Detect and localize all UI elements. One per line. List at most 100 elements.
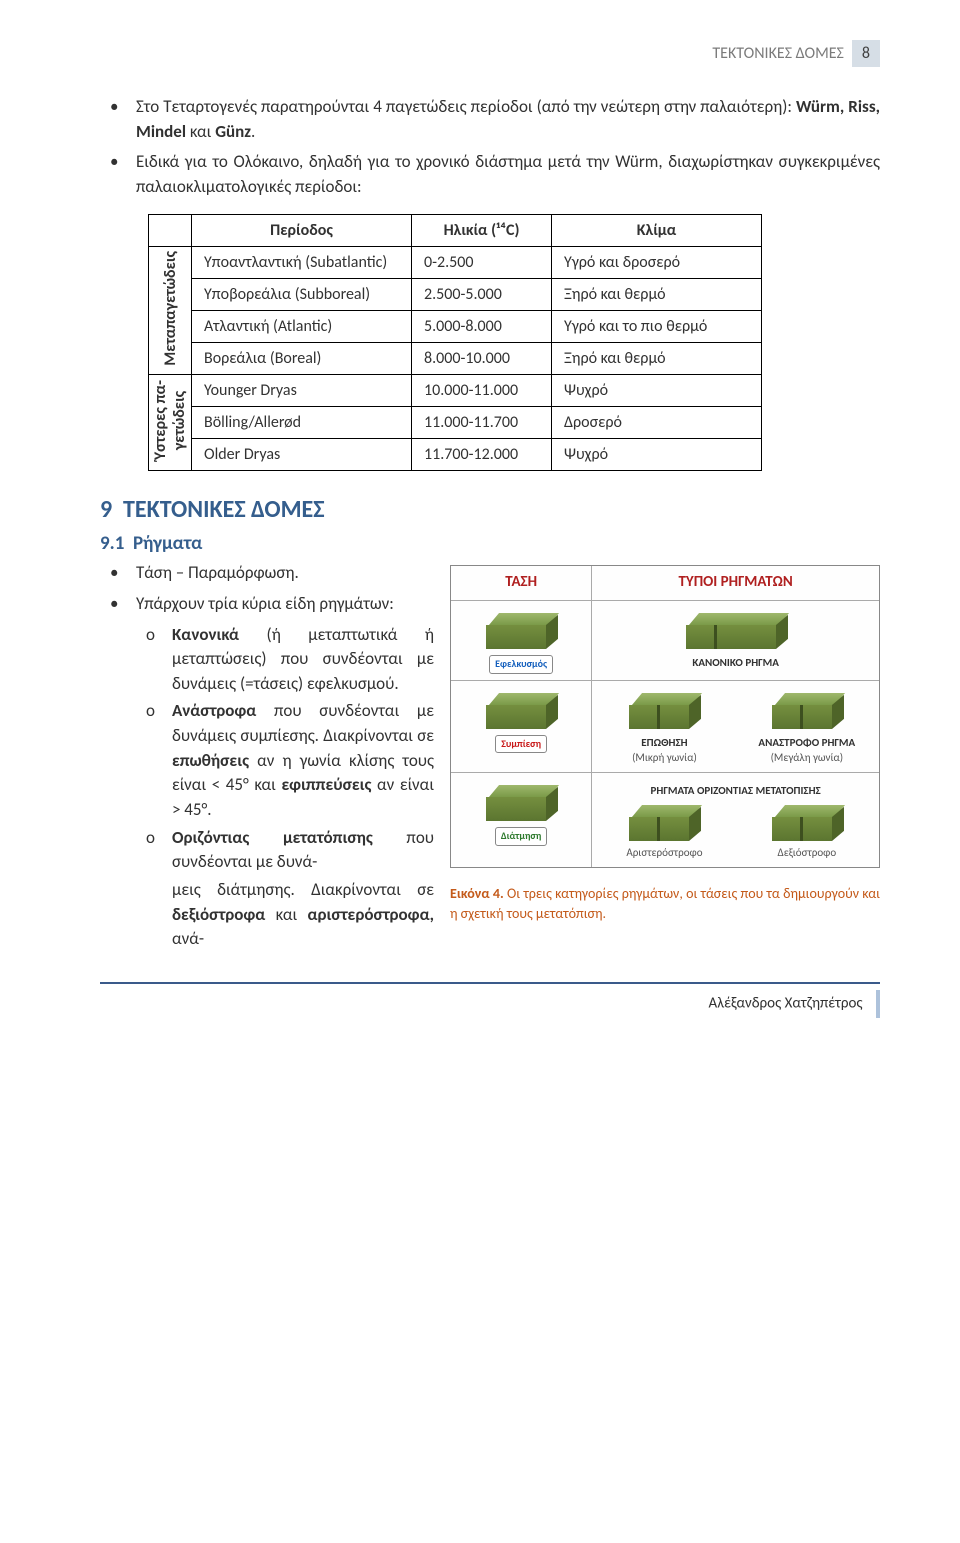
- figure-r1-result: ΚΑΝΟΝΙΚΟ ΡΗΓΜΑ: [592, 601, 879, 680]
- caption-rest: Οι τρεις κατηγορίες ρηγμάτων, οι τάσεις …: [450, 885, 880, 922]
- intro-list: • Στο Τεταρτογενές παρατηρούνται 4 παγετ…: [110, 95, 880, 200]
- sec91-bullet-2: • Υπάρχουν τρία κύρια είδη ρηγμάτων:: [110, 592, 434, 617]
- sec91-title: Ρήγματα: [133, 532, 202, 555]
- o3c-b1: δεξιόστροφα: [172, 904, 265, 925]
- figure-r3-stress: Διάτμηση: [451, 773, 592, 867]
- table-header-row: Περίοδος Ηλικία (¹⁴C) Κλίμα: [149, 214, 762, 246]
- sub-big-angle: (Μεγάλη γωνία): [739, 750, 875, 766]
- o2-bold3: εφιππεύσεις: [281, 774, 371, 795]
- label-strike-slip: ΡΗΓΜΑΤΑ ΟΡΙΖΟΝΤΙΑΣ ΜΕΤΑΤΟΠΙΣΗΣ: [596, 783, 875, 799]
- section-91-body: ΤΑΣΗ ΤΥΠΟΙ ΡΗΓΜΑΤΩΝ Εφελκυσμός ΚΑΝΟΝΙΚΟ …: [100, 561, 880, 952]
- table-row: Μεταπαγετώδεις Υποαντλαντική (Subatlanti…: [149, 246, 762, 278]
- cell-period: Υποαντλαντική (Subatlantic): [192, 246, 412, 278]
- sub-small-angle: (Μικρή γωνία): [596, 750, 732, 766]
- cell-climate: Υγρό και δροσερό: [552, 246, 762, 278]
- figure-r2-result: ΕΠΩΘΗΣΗ (Μικρή γωνία) ΑΝΑΣΤΡΟΦΟ ΡΗΓΜΑ (Μ…: [592, 681, 879, 773]
- header-page-number: 8: [852, 40, 880, 67]
- sec91-b1: Τάση – Παραμόρφωση.: [136, 561, 434, 586]
- page-header: ΤΕΚΤΟΝΙΚΕΣ ΔΟΜΕΣ 8: [100, 40, 880, 67]
- tag-tension: Εφελκυσμός: [489, 655, 553, 674]
- cell-climate: Ψυχρό: [552, 375, 762, 407]
- intro-b1-mid: και: [186, 121, 215, 142]
- figure-hdr-right: ΤΥΠΟΙ ΡΗΓΜΑΤΩΝ: [592, 566, 879, 600]
- footer-author: Αλέξανδρος Χατζηπέτρος: [709, 994, 863, 1012]
- section-91-heading: 9.1 Ρήγματα: [100, 532, 880, 555]
- o3-bold: Οριζόντιας μετατόπισης: [172, 827, 373, 848]
- th-period: Περίοδος: [192, 214, 412, 246]
- figure-row-1: Εφελκυσμός ΚΑΝΟΝΙΚΟ ΡΗΓΜΑ: [451, 601, 879, 681]
- table-row: Ατλαντική (Atlantic) 5.000-8.000 Υγρό κα…: [149, 310, 762, 342]
- intro-b1-bold2: Günz: [215, 121, 251, 142]
- sec91-o3: o Οριζόντιας μετατόπισης που συνδέονται …: [146, 826, 434, 875]
- intro-bullet-2: • Ειδικά για το Ολόκαινο, δηλαδή για το …: [110, 150, 880, 199]
- footer-bar-icon: [876, 990, 880, 1018]
- figure-header: ΤΑΣΗ ΤΥΠΟΙ ΡΗΓΜΑΤΩΝ: [451, 566, 879, 601]
- cell-age: 10.000-11.000: [412, 375, 552, 407]
- figure-caption: Εικόνα 4. Οι τρεις κατηγορίες ρηγμάτων, …: [450, 884, 880, 925]
- block-icon: [772, 693, 842, 731]
- figure-hdr-left: ΤΑΣΗ: [451, 566, 592, 600]
- climate-table: Περίοδος Ηλικία (¹⁴C) Κλίμα Μεταπαγετώδε…: [148, 214, 762, 472]
- tag-compression: Συμπίεση: [495, 735, 547, 754]
- cell-age: 8.000-10.000: [412, 343, 552, 375]
- cell-period: Older Dryas: [192, 439, 412, 471]
- figure-r3-result: ΡΗΓΜΑΤΑ ΟΡΙΖΟΝΤΙΑΣ ΜΕΤΑΤΟΠΙΣΗΣ Αριστερόσ…: [592, 773, 879, 867]
- figure-r1-stress: Εφελκυσμός: [451, 601, 592, 680]
- cell-period: Ατλαντική (Atlantic): [192, 310, 412, 342]
- label-normal-fault: ΚΑΝΟΝΙΚΟ ΡΗΓΜΑ: [596, 655, 875, 671]
- sec91-o1: o Κανονικά (ή μεταπτωτικά ή μεταπτώσεις)…: [146, 623, 434, 697]
- intro-b2: Ειδικά για το Ολόκαινο, δηλαδή για το χρ…: [136, 150, 880, 199]
- o1-bold: Κανονικά: [172, 624, 239, 645]
- cell-age: 5.000-8.000: [412, 310, 552, 342]
- label-reverse: ΑΝΑΣΤΡΟΦΟ ΡΗΓΜΑ: [739, 735, 875, 751]
- o3c-end: ανά-: [172, 928, 204, 949]
- cell-climate: Ξηρό και θερμό: [552, 343, 762, 375]
- cell-period: Υποβορεάλια (Subboreal): [192, 278, 412, 310]
- th-age: Ηλικία (¹⁴C): [412, 214, 552, 246]
- figure-row-2: Συμπίεση ΕΠΩΘΗΣΗ (Μικρή γωνία) ΑΝΑΣΤΡΟΦΟ…: [451, 681, 879, 774]
- block-icon: [686, 613, 786, 651]
- intro-b1-end: .: [251, 121, 255, 142]
- figure-r2-stress: Συμπίεση: [451, 681, 592, 773]
- table-row: Older Dryas 11.700-12.000 Ψυχρό: [149, 439, 762, 471]
- o3c-b2: αριστερόστροφα,: [308, 904, 435, 925]
- header-title: ΤΕΚΤΟΝΙΚΕΣ ΔΟΜΕΣ: [712, 44, 844, 63]
- sub-left-lateral: Αριστερόστροφο: [596, 845, 732, 861]
- tag-shear: Διάτμηση: [495, 827, 547, 846]
- cell-period: Bölling/Allerød: [192, 407, 412, 439]
- table-row: Υποβορεάλια (Subboreal) 2.500-5.000 Ξηρό…: [149, 278, 762, 310]
- group1-label: Μεταπαγετώδεις: [149, 246, 192, 375]
- table-row: Βορεάλια (Boreal) 8.000-10.000 Ξηρό και …: [149, 343, 762, 375]
- cell-age: 11.000-11.700: [412, 407, 552, 439]
- sec91-num: 9.1: [100, 532, 124, 555]
- figure-row-3: Διάτμηση ΡΗΓΜΑΤΑ ΟΡΙΖΟΝΤΙΑΣ ΜΕΤΑΤΟΠΙΣΗΣ …: [451, 773, 879, 867]
- block-icon: [629, 693, 699, 731]
- o3c-mid: και: [265, 904, 307, 925]
- intro-bullet-1: • Στο Τεταρτογενές παρατηρούνται 4 παγετ…: [110, 95, 880, 144]
- sec9-num: 9: [100, 495, 112, 524]
- o3c-pre: μεις διάτμησης. Διακρίνονται σε: [172, 879, 434, 900]
- sub-right-lateral: Δεξιόστροφο: [739, 845, 875, 861]
- intro-b1-pre: Στο Τεταρτογενές παρατηρούνται 4 παγετώδ…: [136, 96, 796, 117]
- cell-climate: Υγρό και το πιο θερμό: [552, 310, 762, 342]
- fault-types-figure: ΤΑΣΗ ΤΥΠΟΙ ΡΗΓΜΑΤΩΝ Εφελκυσμός ΚΑΝΟΝΙΚΟ …: [450, 565, 880, 868]
- block-icon: [486, 613, 556, 651]
- sec91-bullet-1: • Τάση – Παραμόρφωση.: [110, 561, 434, 586]
- cell-period: Younger Dryas: [192, 375, 412, 407]
- th-climate: Κλίμα: [552, 214, 762, 246]
- caption-lead: Εικόνα 4.: [450, 885, 507, 902]
- sec9-title: ΤΕΚΤΟΝΙΚΕΣ ΔΟΜΕΣ: [123, 495, 325, 524]
- block-icon: [772, 805, 842, 843]
- cell-climate: Δροσερό: [552, 407, 762, 439]
- sec91-b2: Υπάρχουν τρία κύρια είδη ρηγμάτων:: [136, 592, 434, 617]
- cell-climate: Ξηρό και θερμό: [552, 278, 762, 310]
- o2-bold1: Ανάστροφα: [172, 700, 256, 721]
- block-icon: [629, 805, 699, 843]
- cell-climate: Ψυχρό: [552, 439, 762, 471]
- cell-age: 0-2.500: [412, 246, 552, 278]
- table-row: Ύστερες πα- γετώδεις Younger Dryas 10.00…: [149, 375, 762, 407]
- sec91-o2: o Ανάστροφα που συνδέονται με δυνάμεις σ…: [146, 699, 434, 822]
- cell-age: 2.500-5.000: [412, 278, 552, 310]
- section-9-heading: 9 ΤΕΚΤΟΝΙΚΕΣ ΔΟΜΕΣ: [100, 495, 880, 524]
- page-footer: Αλέξανδρος Χατζηπέτρος: [100, 982, 880, 1018]
